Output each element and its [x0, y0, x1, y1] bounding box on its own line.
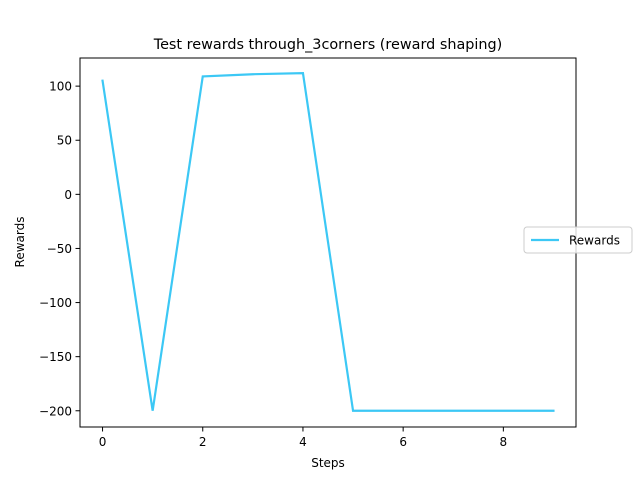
- chart-title: Test rewards through_3corners (reward sh…: [153, 37, 503, 53]
- y-tick-label: −150: [39, 350, 72, 364]
- x-tick-label: 6: [399, 435, 407, 449]
- y-tick-label: −100: [39, 296, 72, 310]
- x-tick-label: 4: [299, 435, 307, 449]
- x-tick-label: 0: [99, 435, 107, 449]
- series-line-0: [101, 72, 555, 412]
- y-tick-label: −50: [47, 242, 72, 256]
- series-layer: [101, 72, 555, 412]
- legend-box: [523, 226, 633, 254]
- y-tick-label: 0: [64, 188, 72, 202]
- legend-label: Rewards: [569, 234, 620, 248]
- y-axis: −200 −150 −100 −50 0 50 100: [39, 80, 80, 418]
- y-tick-label: 50: [57, 134, 72, 148]
- x-tick-label: 8: [500, 435, 508, 449]
- y-tick-label: −200: [39, 404, 72, 418]
- x-axis-label: Steps: [311, 456, 345, 470]
- x-tick-label: 2: [199, 435, 207, 449]
- y-tick-label: 100: [49, 80, 72, 94]
- legend: Rewards: [523, 226, 633, 254]
- x-axis: 0 2 4 6 8: [99, 427, 507, 449]
- y-axis-label: Rewards: [13, 217, 27, 268]
